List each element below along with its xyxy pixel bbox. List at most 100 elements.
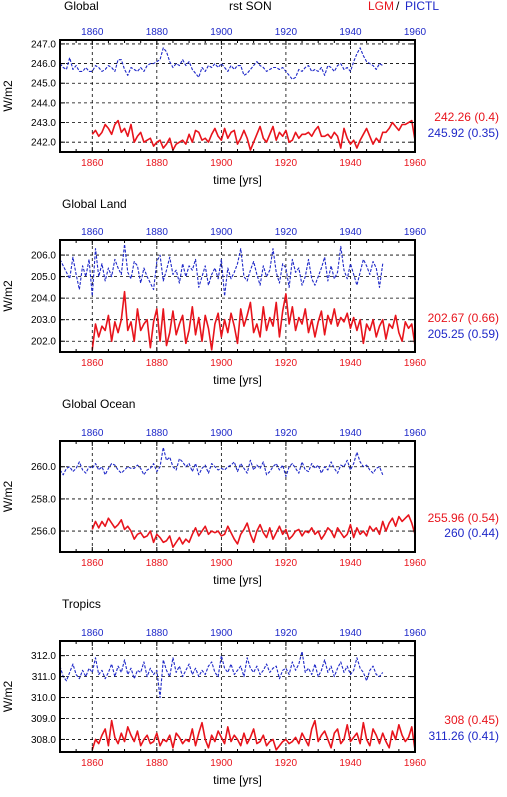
panel-4-xtick-label-top: 1860 [81,628,104,639]
panel-1-xtick-label-top: 1900 [210,27,233,38]
panel-3-xtick-label-bottom: 1880 [146,558,169,569]
panel-4-ytick-label: 310.0 [31,693,56,704]
panel-3-series-lgm-line [91,514,416,548]
panel-1-xtick-label-bottom: 1900 [210,158,233,169]
panel-3-title: Global Ocean [62,397,135,411]
panel-2-xtick-label-bottom: 1880 [146,358,169,369]
panel-4-xtick-label-bottom: 1880 [146,758,169,769]
panel-4-xtick-label-top: 1960 [404,628,427,639]
panel-2-lgm-mean: 202.67 (0.66) [427,311,499,325]
panel-1-xtick-label-top: 1920 [275,27,298,38]
panel-1-xtick-label-top: 1940 [339,27,362,38]
panel-2-xtick-label-bottom: 1960 [404,358,427,369]
panel-2-xtick-label-bottom: 1920 [275,358,298,369]
panel-2-xtick-label-top: 1920 [275,227,298,238]
panel-4-ytick-label: 312.0 [31,651,56,662]
panel-4-ylabel: W/m2 [1,681,15,713]
panel-2-xtick-label-top: 1900 [210,227,233,238]
panel-2-ytick-label: 205.0 [31,272,56,283]
panel-3-pictl-mean: 260 (0.44) [444,526,499,540]
panel-3-xtick-label-top: 1880 [146,428,169,439]
panel-1-xtick-label-bottom: 1940 [339,158,362,169]
panel-4-xlabel: time [yrs] [213,773,262,787]
panel-1-ytick-label: 242.0 [31,138,56,149]
panel-2-series-lgm-line [91,290,416,351]
panel-4-xtick-label-top: 1920 [275,628,298,639]
panel-1-pictl-mean: 245.92 (0.35) [427,126,499,140]
header-legend-lgm: LGM [368,0,395,13]
header-legend-sep: / [396,0,400,13]
panel-3-xtick-label-bottom: 1960 [404,558,427,569]
panel-1-series-pictl-line [59,47,384,80]
panel-2-xtick-label-bottom: 1860 [81,358,104,369]
panel-4-xtick-label-top: 1880 [146,628,169,639]
panel-4-xtick-label-top: 1900 [210,628,233,639]
panel-1-xtick-label-top: 1960 [404,27,427,38]
panel-3-xtick-label-bottom: 1940 [339,558,362,569]
panel-2-xtick-label-top: 1940 [339,227,362,238]
panel-4-xtick-label-bottom: 1940 [339,758,362,769]
header-panel-title: Global [64,0,99,13]
panel-3-series-pictl-line [59,446,384,477]
header-legend-pictl: PICTL [405,0,440,13]
panel-3-xtick-label-bottom: 1900 [210,558,233,569]
panel-1-xlabel: time [yrs] [213,173,262,187]
panel-1-xtick-label-top: 1880 [146,27,169,38]
header-center-title: rst SON [229,0,272,13]
panel-3-xtick-label-top: 1920 [275,428,298,439]
panel-2-xtick-label-top: 1880 [146,227,169,238]
panel-1-xtick-label-bottom: 1860 [81,158,104,169]
panel-1-frame [59,39,416,153]
panel-3-ytick-label: 256.0 [31,527,56,538]
panel-1-ylabel: W/m2 [1,80,15,112]
panel-2-ylabel: W/m2 [1,280,15,312]
panel-2-ytick-label: 202.0 [31,337,56,348]
panel-4-xtick-label-bottom: 1960 [404,758,427,769]
panel-4-xtick-label-bottom: 1900 [210,758,233,769]
panel-1-xtick-label-top: 1860 [81,27,104,38]
panel-3-xtick-label-bottom: 1860 [81,558,104,569]
panel-1-ytick-label: 244.0 [31,98,56,109]
panel-3-xtick-label-top: 1900 [210,428,233,439]
panel-3-ytick-label: 258.0 [31,494,56,505]
panel-3-ytick-label: 260.0 [31,462,56,473]
panel-1-xtick-label-bottom: 1880 [146,158,169,169]
panel-1-ytick-label: 243.0 [31,118,56,129]
panel-3-ylabel: W/m2 [1,481,15,513]
panel-4-series-pictl-line [59,650,384,699]
panel-2-ytick-label: 206.0 [31,251,56,262]
panel-3-xlabel: time [yrs] [213,573,262,587]
panel-2-xtick-label-top: 1960 [404,227,427,238]
panel-4-series-lgm-line [91,719,416,751]
panel-2-pictl-mean: 205.25 (0.59) [427,327,499,341]
panel-3-lgm-mean: 255.96 (0.54) [427,511,499,525]
panel-4-title: Tropics [62,597,101,611]
panel-4-ytick-label: 311.0 [32,672,57,683]
panel-3-xtick-label-bottom: 1920 [275,558,298,569]
panel-1-xtick-label-bottom: 1960 [404,158,427,169]
panel-2-series-pictl-line [59,243,384,297]
panel-3-xtick-label-top: 1940 [339,428,362,439]
panel-1-ytick-label: 245.0 [31,79,56,90]
panel-4-pictl-mean: 311.26 (0.41) [428,729,500,743]
panel-1-xtick-label-bottom: 1920 [275,158,298,169]
panel-4-xtick-label-top: 1940 [339,628,362,639]
panel-1-series-lgm-line [91,119,416,151]
panel-2-xtick-label-top: 1860 [81,227,104,238]
panel-2-xlabel: time [yrs] [213,373,262,387]
panel-4-ytick-label: 309.0 [31,714,56,725]
panel-4-xtick-label-bottom: 1920 [275,758,298,769]
panel-2-ytick-label: 203.0 [31,315,56,326]
panel-2-title: Global Land [62,197,127,211]
panel-3-xtick-label-top: 1860 [81,428,104,439]
panel-4-xtick-label-bottom: 1860 [81,758,104,769]
panel-4-lgm-mean: 308 (0.45) [444,713,499,727]
panel-1-ytick-label: 246.0 [31,59,56,70]
panel-3-xtick-label-top: 1960 [404,428,427,439]
panel-2-xtick-label-bottom: 1900 [210,358,233,369]
panel-3-frame [59,440,416,553]
panel-4-ytick-label: 308.0 [31,735,56,746]
panel-2-xtick-label-bottom: 1940 [339,358,362,369]
panel-1-lgm-mean: 242.26 (0.4) [434,110,499,124]
